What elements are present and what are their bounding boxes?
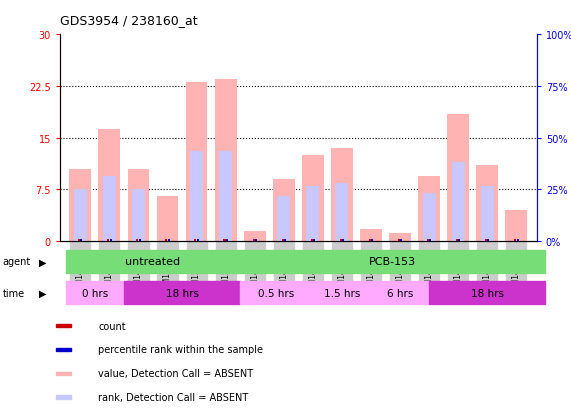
Bar (240, 250, 545, 274)
Text: value, Detection Call = ABSENT: value, Detection Call = ABSENT (98, 368, 254, 378)
Bar (514, 240, 516, 242)
Text: 0.5 hrs: 0.5 hrs (259, 288, 295, 298)
Bar (194, 240, 196, 242)
Text: 1.5 hrs: 1.5 hrs (324, 288, 360, 298)
Text: PCB-153: PCB-153 (369, 257, 416, 267)
Bar (505, 211, 527, 242)
Bar (456, 240, 458, 242)
Bar (284, 240, 286, 242)
Bar (335, 183, 348, 242)
Bar (481, 187, 494, 242)
Text: 0 hrs: 0 hrs (82, 288, 108, 298)
Bar (307, 187, 319, 242)
Text: percentile rank within the sample: percentile rank within the sample (98, 344, 263, 354)
Bar (313, 281, 371, 305)
Bar (70, 169, 91, 242)
Text: ▶: ▶ (39, 288, 46, 298)
Bar (219, 152, 232, 242)
Bar (331, 149, 353, 242)
Bar (56, 348, 71, 351)
Bar (127, 169, 150, 242)
Bar (103, 176, 116, 242)
Bar (517, 240, 518, 242)
Bar (66, 281, 124, 305)
Text: 18 hrs: 18 hrs (471, 288, 504, 298)
Bar (56, 395, 71, 399)
Bar (66, 250, 240, 274)
Bar (360, 229, 382, 242)
Bar (168, 240, 170, 242)
Bar (427, 240, 429, 242)
Bar (311, 240, 313, 242)
Bar (476, 166, 498, 242)
Text: 6 hrs: 6 hrs (387, 288, 413, 298)
Bar (190, 152, 203, 242)
Bar (342, 240, 344, 242)
Bar (81, 240, 82, 242)
Bar (429, 240, 431, 242)
Bar (223, 240, 226, 242)
Text: time: time (3, 288, 25, 298)
Bar (136, 240, 138, 242)
Bar (389, 233, 411, 242)
Bar (226, 240, 228, 242)
Bar (56, 324, 71, 328)
Bar (215, 80, 236, 242)
Text: GDS3954 / 238160_at: GDS3954 / 238160_at (60, 14, 198, 27)
Text: untreated: untreated (126, 257, 180, 267)
Bar (56, 372, 71, 375)
Bar (255, 240, 257, 242)
Bar (302, 156, 324, 242)
Bar (340, 240, 342, 242)
Bar (371, 281, 429, 305)
Bar (459, 240, 460, 242)
Bar (400, 240, 403, 242)
Bar (252, 240, 255, 242)
Bar (282, 240, 284, 242)
Bar (74, 190, 87, 242)
Bar (423, 193, 436, 242)
Bar (369, 240, 371, 242)
Bar (419, 176, 440, 242)
Bar (485, 240, 487, 242)
Bar (429, 281, 545, 305)
Bar (452, 162, 465, 242)
Text: rank, Detection Call = ABSENT: rank, Detection Call = ABSENT (98, 392, 248, 402)
Bar (398, 240, 400, 242)
Bar (447, 114, 469, 242)
Bar (197, 240, 199, 242)
Bar (488, 240, 489, 242)
Bar (107, 240, 109, 242)
Bar (124, 281, 240, 305)
Bar (132, 190, 145, 242)
Bar (78, 240, 80, 242)
Bar (166, 240, 167, 242)
Text: 18 hrs: 18 hrs (166, 288, 199, 298)
Bar (240, 281, 313, 305)
Bar (244, 231, 266, 242)
Text: agent: agent (3, 257, 31, 267)
Bar (156, 197, 178, 242)
Text: ▶: ▶ (39, 257, 46, 267)
Bar (139, 240, 140, 242)
Bar (110, 240, 111, 242)
Bar (278, 197, 290, 242)
Bar (273, 180, 295, 242)
Bar (371, 240, 373, 242)
Bar (98, 130, 120, 242)
Text: count: count (98, 321, 126, 331)
Bar (313, 240, 315, 242)
Bar (186, 83, 207, 242)
